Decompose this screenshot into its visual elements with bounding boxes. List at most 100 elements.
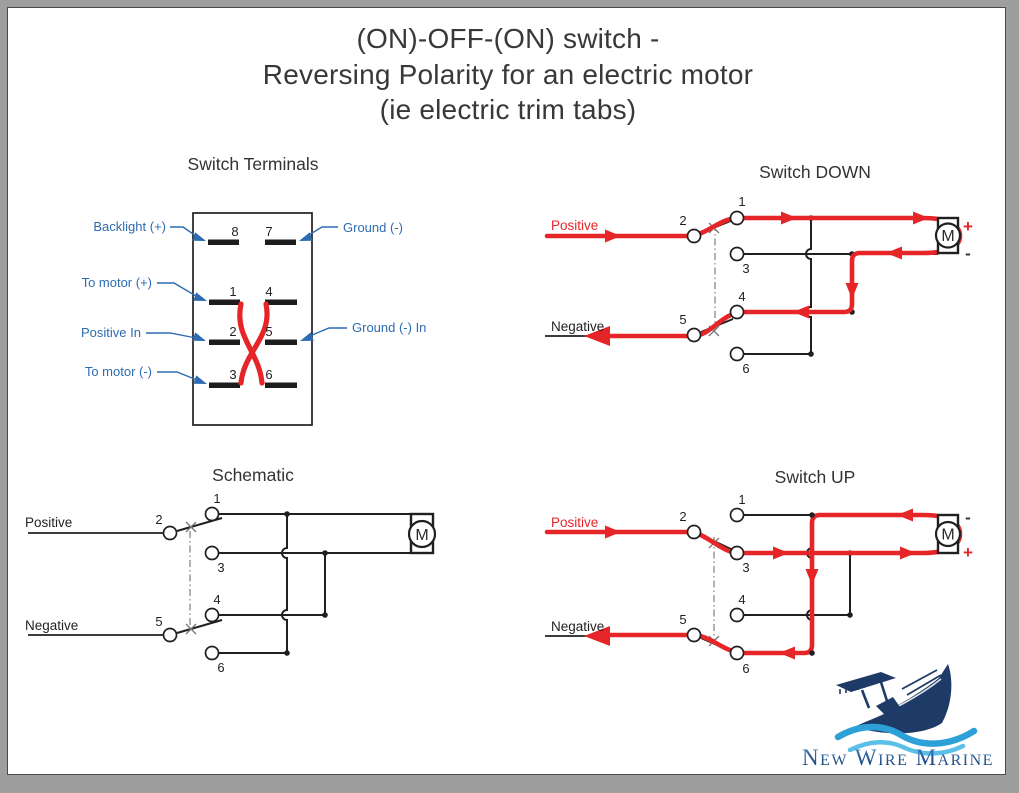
pin-1: 1: [738, 194, 745, 209]
panel-title-switch-down: Switch DOWN: [759, 162, 871, 182]
terminal-5-circle: [686, 627, 702, 643]
pin-numbers-down: 1 2 3 4 5 6: [679, 194, 749, 376]
pin-3: 3: [217, 560, 224, 575]
positive-label: Positive: [551, 218, 598, 233]
flow-arrows-down: [584, 211, 929, 346]
terminal-1-circle: [204, 506, 220, 522]
terminal-bar-8: [208, 239, 239, 245]
pin-4: 4: [738, 289, 745, 304]
label-to-motor-pos: To motor (+): [82, 275, 152, 290]
motor-letter: M: [941, 527, 954, 544]
flow-arrow-icon: [793, 305, 809, 319]
flow-arrow-icon: [605, 525, 621, 539]
terminal-2-circle: [162, 525, 178, 541]
terminal-1-circle: [729, 507, 745, 523]
panel-title-terminals: Switch Terminals: [188, 154, 319, 174]
terminal-4-circle: [729, 304, 745, 320]
motor-symbol: M + -: [934, 216, 973, 263]
flow-arrow-icon: [584, 326, 610, 346]
terminal-6-circle: [729, 346, 745, 362]
switch-arm-5-4: [176, 619, 223, 634]
flow-arrow-icon: [805, 569, 819, 585]
pin-4: 4: [265, 284, 272, 299]
junction-dot: [847, 612, 853, 618]
terminal-5-circle: [162, 627, 178, 643]
positive-label: Positive: [25, 515, 72, 530]
arrow-positive-in-icon: [192, 332, 206, 341]
flow-arrow-icon: [779, 646, 795, 660]
boat-ttop-supports: [860, 678, 889, 709]
panel-title-switch-up: Switch UP: [775, 467, 856, 487]
leader-backlight: [170, 226, 197, 237]
flow-arrow-icon: [781, 211, 797, 225]
motor-plus-sign: +: [963, 543, 973, 562]
pin-8: 8: [231, 224, 238, 239]
label-positive-in: Positive In: [81, 325, 141, 340]
terminal-circles: [686, 210, 745, 362]
leader-ground-in: [304, 327, 347, 339]
pin-numbers-schematic: 1 2 3 4 5 6: [155, 491, 224, 675]
junction-dot: [322, 550, 328, 556]
motor-symbol: M: [407, 512, 437, 555]
label-ground-in: Ground (-) In: [352, 320, 426, 335]
motor-circle: [934, 222, 962, 249]
leader-positive-in: [146, 332, 197, 339]
flow-arrow-icon: [900, 546, 916, 560]
junction-dot: [809, 512, 815, 518]
page-title-line-3: (ie electric trim tabs): [379, 94, 637, 125]
terminal-callouts: Backlight (+) To motor (+) Positive In T…: [81, 219, 426, 384]
red-crossover-4-3: [238, 301, 270, 386]
x-mark: [185, 623, 197, 635]
terminal-5-circle: [686, 327, 702, 343]
pin-3: 3: [742, 261, 749, 276]
motor-plus-sign: +: [963, 217, 973, 236]
flow-arrow-icon: [584, 626, 610, 646]
logo-waves: [834, 723, 978, 756]
brand-logo: New Wire Marine: [802, 664, 994, 770]
terminal-bar-1: [209, 299, 240, 305]
bus-1-6: [805, 218, 812, 354]
negative-label: Negative: [551, 319, 604, 334]
terminal-pin-numbers: 8 7 1 4 2 5 3 6: [229, 224, 272, 382]
arrow-ground-icon: [299, 232, 313, 241]
motor-minus-sign: -: [965, 508, 971, 527]
junction-dot: [809, 650, 815, 656]
page-title-line-1: (ON)-OFF-(ON) switch -: [356, 23, 660, 54]
pin-2: 2: [679, 509, 686, 524]
terminal-3-circle: [729, 545, 745, 561]
boat-ttop: [836, 672, 896, 692]
pin-4: 4: [738, 592, 745, 607]
pin-3: 3: [742, 560, 749, 575]
boat-console: [876, 697, 900, 715]
flow-arrow-icon: [897, 508, 913, 522]
arrow-backlight-icon: [192, 232, 206, 241]
negative-label: Negative: [25, 618, 78, 633]
brand-name: New Wire Marine: [802, 745, 994, 770]
negative-label: Negative: [551, 619, 604, 634]
terminal-4-circle: [204, 607, 220, 623]
pin-2: 2: [229, 324, 236, 339]
junction-dot: [322, 612, 328, 618]
junction-dot: [284, 511, 290, 517]
pin-2: 2: [679, 213, 686, 228]
wiring-black: [28, 511, 411, 656]
flow-arrow-icon: [773, 546, 789, 560]
pin-5: 5: [679, 612, 686, 627]
label-ground: Ground (-): [343, 220, 403, 235]
pin-4: 4: [213, 592, 220, 607]
terminal-circles: [686, 507, 745, 661]
terminal-bar-5: [265, 339, 297, 345]
terminal-4-circle: [729, 607, 745, 623]
motor-minus-sign: -: [965, 244, 971, 263]
terminal-circles: [162, 506, 220, 661]
boat-hull: [854, 664, 952, 734]
positive-label: Positive: [551, 515, 598, 530]
terminal-bar-4: [265, 299, 297, 305]
x-mark: [185, 521, 197, 533]
terminal-3-circle: [204, 545, 220, 561]
arrow-ground-in-icon: [300, 332, 314, 341]
terminal-bar-6: [265, 382, 297, 388]
wave-primary: [834, 723, 978, 747]
pin-6: 6: [265, 367, 272, 382]
page-title: (ON)-OFF-(ON) switch - Reversing Polarit…: [8, 21, 1008, 128]
